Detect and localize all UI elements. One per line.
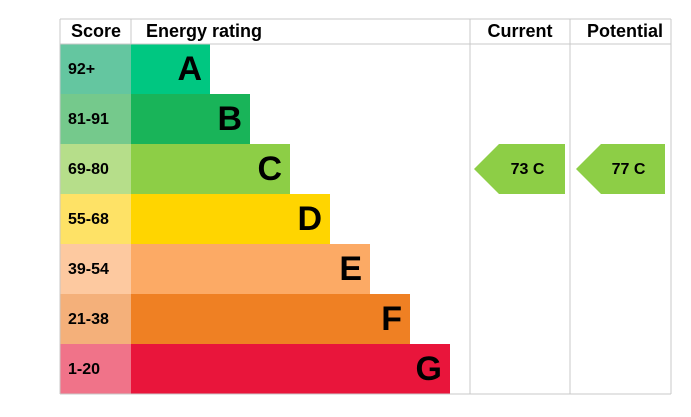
score-cell (60, 44, 131, 94)
rating-arrow (576, 144, 665, 194)
rating-bar (131, 144, 290, 194)
score-label: 39-54 (68, 261, 109, 278)
header-current: Current (487, 21, 552, 41)
band-letter: F (381, 300, 402, 338)
header-potential: Potential (587, 21, 663, 41)
band-letter: B (217, 100, 242, 138)
rating-bar (131, 294, 410, 344)
score-cell (60, 244, 131, 294)
score-cell (60, 194, 131, 244)
rating-bar (131, 194, 330, 244)
band-letter: C (257, 150, 282, 188)
band-letter: G (416, 350, 442, 388)
rating-arrow-label: 77 C (612, 161, 646, 178)
score-label: 69-80 (68, 161, 109, 178)
rating-arrow-label: 73 C (511, 161, 545, 178)
score-cell (60, 344, 131, 394)
score-label: 1-20 (68, 361, 100, 378)
band-letter: E (339, 250, 362, 288)
band-letter: D (297, 200, 322, 238)
rating-bar (131, 44, 210, 94)
band-letter: A (177, 50, 202, 88)
score-label: 21-38 (68, 311, 109, 328)
rating-bar (131, 244, 370, 294)
rating-bar (131, 94, 250, 144)
header-score: Score (71, 21, 121, 41)
score-label: 81-91 (68, 111, 109, 128)
score-label: 55-68 (68, 211, 109, 228)
score-cell (60, 144, 131, 194)
score-label: 92+ (68, 61, 95, 78)
rating-arrow (474, 144, 565, 194)
header-rating: Energy rating (146, 21, 262, 41)
rating-bar (131, 344, 450, 394)
score-cell (60, 94, 131, 144)
score-cell (60, 294, 131, 344)
